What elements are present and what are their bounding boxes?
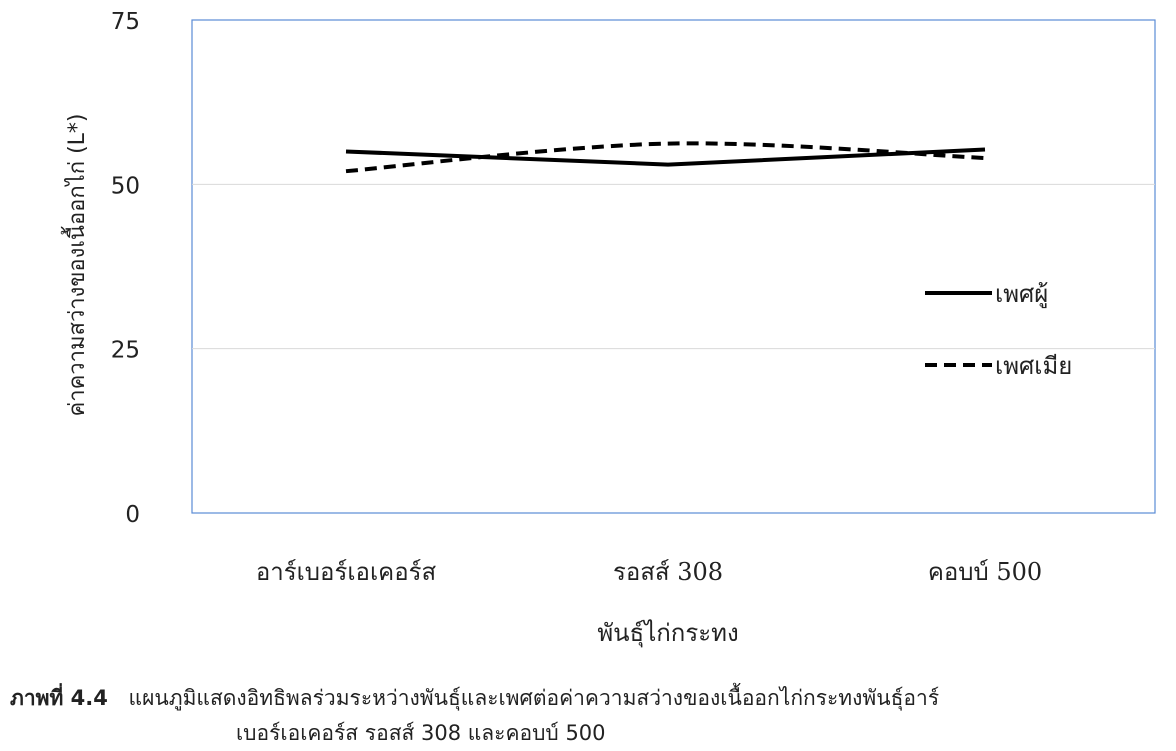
series-line-1 [345,147,986,167]
y-tick-label: 75 [111,9,140,35]
x-axis-label: พันธุ์ไก่กระทง [597,619,738,648]
series-line-2 [345,141,986,174]
gridlines [192,183,1155,350]
line-chart: 0 25 50 75 อาร์เบอร์เอเคอร์ส รอสส์ 308 คอบบ์ … [61,9,1156,648]
legend-label: เพศเมีย [995,352,1072,380]
y-axis-label: ค่าความสว่างของเนื้ออกไก่ (L*) [61,114,90,417]
figure-caption: ภาพที่ 4.4 แผนภูมิแสดงอิทธิพลร่วมระหว่าง… [0,683,939,713]
series-lines [345,141,986,174]
x-tick-label: คอบบ์ 500 [928,558,1042,586]
x-tick-labels: อาร์เบอร์เอเคอร์ส รอสส์ 308 คอบบ์ 500 [256,558,1042,586]
y-tick-label: 50 [111,173,140,199]
x-tick-label: อาร์เบอร์เอเคอร์ส [256,558,437,586]
y-tick-label: 25 [111,338,140,364]
legend: เพศผู้เพศเมีย [925,280,1072,380]
x-tick-label: รอสส์ 308 [613,558,723,586]
figure-number: ภาพที่ 4.4 [10,686,108,710]
caption-line-2: เบอร์เอเคอร์ส รอสส์ 308 และคอบบ์ 500 [236,721,606,745]
y-tick-labels: 0 25 50 75 [111,9,140,528]
legend-label: เพศผู้ [995,280,1048,309]
plot-frame [191,19,1156,514]
y-tick-label: 0 [125,502,140,528]
caption-line-1: แผนภูมิแสดงอิทธิพลร่วมระหว่างพันธุ์และเพ… [128,686,940,710]
